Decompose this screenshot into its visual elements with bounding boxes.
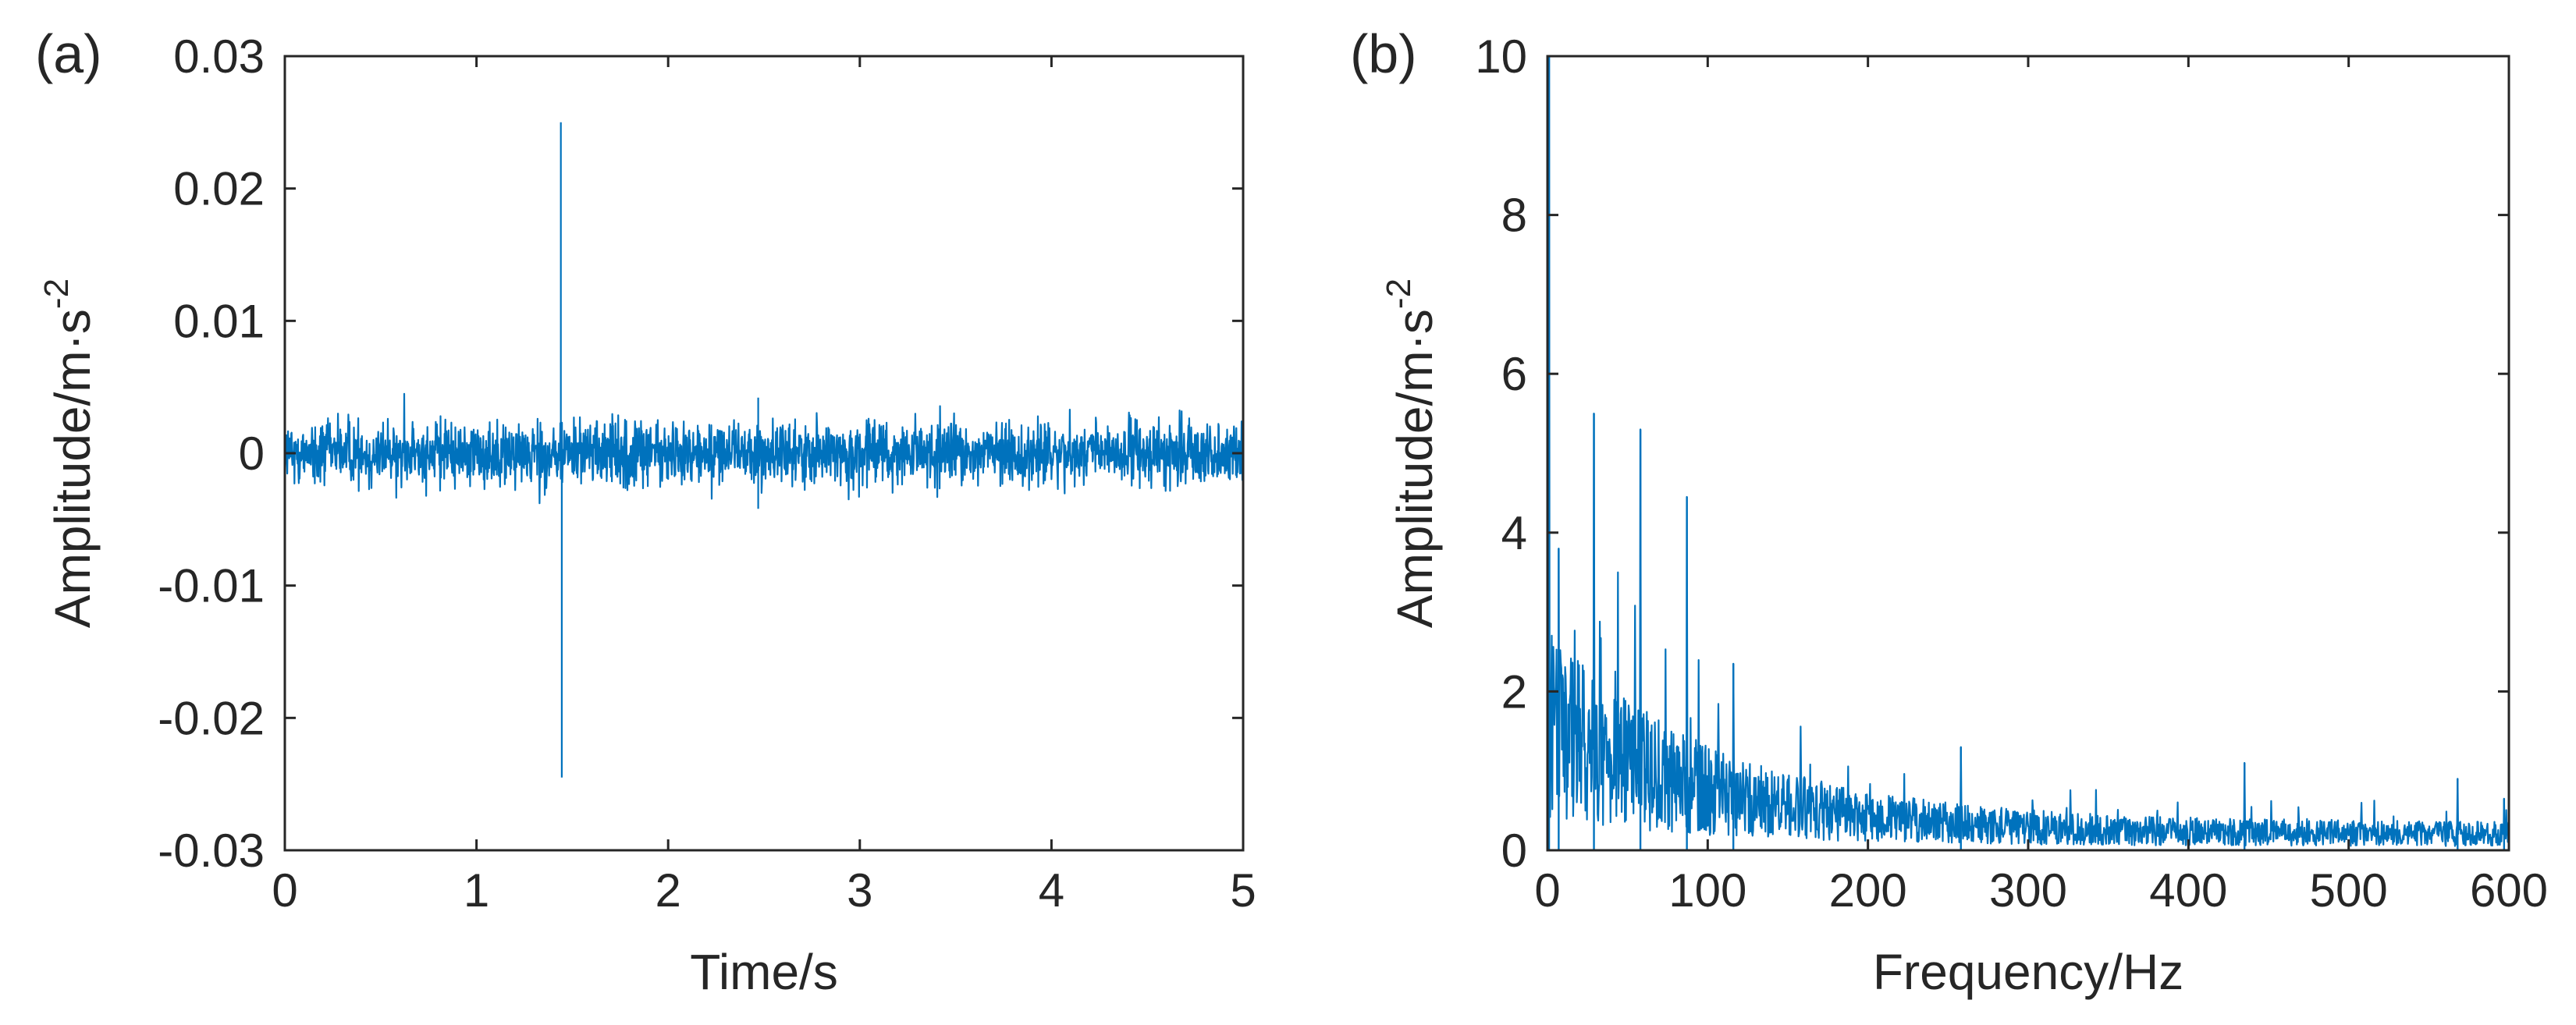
panel-b-x-axis-label: Frequency/Hz xyxy=(1873,944,2183,1000)
panel-a-y-axis-label-base: Amplitude/m·s xyxy=(44,309,101,628)
panel-a-signal-trace xyxy=(283,122,1245,778)
y-tick-label: 2 xyxy=(1501,665,1527,718)
x-tick-label: 300 xyxy=(1989,864,2067,917)
x-tick-label: 3 xyxy=(847,864,872,917)
y-tick-label: -0.02 xyxy=(158,692,265,744)
panel-b-y-axis-label-exponent: -2 xyxy=(1380,278,1418,309)
panel-a-y-ticks: -0.03 -0.02 -0.01 0 0.01 0.02 0.03 xyxy=(158,30,1243,877)
x-tick-label: 0 xyxy=(1534,864,1560,917)
y-tick-label: 0 xyxy=(1501,825,1527,877)
y-tick-label: 0.01 xyxy=(173,295,265,347)
panel-a-y-axis-label: Amplitude/m·s-2 xyxy=(37,278,101,628)
y-tick-label: -0.03 xyxy=(158,825,265,877)
panel-b-label: (b) xyxy=(1350,23,1417,84)
y-tick-label: 0.02 xyxy=(173,163,265,215)
panel-a-x-ticks: 0 1 2 3 4 5 xyxy=(272,56,1256,917)
panel-a-y-axis-label-exponent: -2 xyxy=(37,278,76,309)
panel-b-x-ticks: 0 100 200 300 400 500 600 xyxy=(1534,56,2548,917)
x-tick-label: 1 xyxy=(464,864,489,917)
y-tick-label: 10 xyxy=(1475,30,1527,83)
y-tick-label: 4 xyxy=(1501,507,1527,559)
panel-a-label: (a) xyxy=(35,23,102,84)
x-tick-label: 2 xyxy=(656,864,681,917)
x-tick-label: 400 xyxy=(2149,864,2227,917)
y-tick-label: -0.01 xyxy=(158,560,265,612)
panel-b-y-axis-label: Amplitude/m·s-2 xyxy=(1380,278,1443,628)
y-tick-label: 0.03 xyxy=(173,30,265,83)
x-tick-label: 4 xyxy=(1039,864,1064,917)
x-tick-label: 0 xyxy=(272,864,297,917)
panel-a-series-line xyxy=(283,122,1245,778)
panel-a-x-axis-label: Time/s xyxy=(690,944,838,1000)
panel-b-spectrum-trace xyxy=(1546,55,2510,847)
panel-b-y-axis-label-base: Amplitude/m·s xyxy=(1387,309,1443,628)
panel-b-series-line xyxy=(1546,55,2510,850)
panel-b-y-ticks: 0 2 4 6 8 10 xyxy=(1475,30,2509,877)
panel-b-frequency-spectrum: (b) 0 100 200 300 400 500 600 0 2 4 6 8 10 Frequenc… xyxy=(1350,23,2548,1000)
x-tick-label: 600 xyxy=(2470,864,2548,917)
y-tick-label: 8 xyxy=(1501,190,1527,242)
x-tick-label: 100 xyxy=(1668,864,1746,917)
x-tick-label: 200 xyxy=(1829,864,1907,917)
x-tick-label: 500 xyxy=(2310,864,2388,917)
x-tick-label: 5 xyxy=(1230,864,1256,917)
y-tick-label: 6 xyxy=(1501,348,1527,400)
y-tick-label: 0 xyxy=(239,427,265,480)
